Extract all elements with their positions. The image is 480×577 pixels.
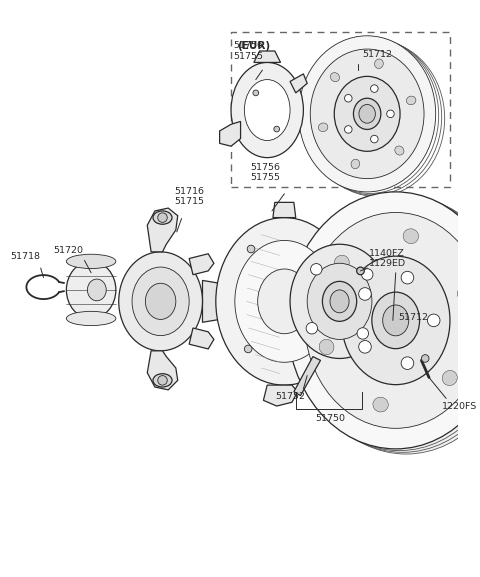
- Bar: [231, 32, 450, 187]
- Ellipse shape: [66, 312, 116, 325]
- Text: 51716
51715: 51716 51715: [174, 187, 204, 206]
- Polygon shape: [220, 121, 240, 146]
- Ellipse shape: [323, 282, 357, 321]
- Circle shape: [311, 264, 322, 275]
- Ellipse shape: [87, 279, 106, 301]
- Circle shape: [401, 271, 414, 284]
- Ellipse shape: [153, 374, 172, 387]
- Ellipse shape: [407, 96, 416, 105]
- Text: 51756
51755: 51756 51755: [250, 163, 280, 182]
- Ellipse shape: [258, 269, 311, 334]
- Ellipse shape: [310, 49, 424, 179]
- Text: 1140FZ
1129ED: 1140FZ 1129ED: [369, 249, 406, 268]
- Ellipse shape: [145, 283, 176, 320]
- Text: 1220FS: 1220FS: [443, 402, 478, 411]
- Text: 51756
51755: 51756 51755: [233, 41, 263, 61]
- Polygon shape: [189, 328, 214, 349]
- Ellipse shape: [294, 196, 480, 452]
- Circle shape: [253, 90, 259, 96]
- Polygon shape: [294, 357, 321, 396]
- Ellipse shape: [373, 397, 388, 412]
- Circle shape: [244, 345, 252, 353]
- Ellipse shape: [216, 218, 353, 385]
- Circle shape: [345, 126, 352, 133]
- Ellipse shape: [304, 212, 480, 428]
- Polygon shape: [290, 74, 307, 93]
- Text: 51718: 51718: [10, 252, 40, 261]
- Ellipse shape: [66, 261, 116, 319]
- Circle shape: [357, 267, 364, 275]
- Ellipse shape: [66, 254, 116, 268]
- Ellipse shape: [341, 256, 450, 385]
- Ellipse shape: [119, 252, 203, 351]
- Ellipse shape: [330, 290, 349, 313]
- Text: 51752: 51752: [275, 392, 305, 401]
- Ellipse shape: [442, 370, 457, 385]
- Circle shape: [371, 136, 378, 143]
- Circle shape: [371, 85, 378, 92]
- Circle shape: [359, 288, 371, 300]
- Ellipse shape: [330, 73, 339, 82]
- Text: 51712: 51712: [398, 313, 429, 322]
- Ellipse shape: [153, 211, 172, 224]
- Ellipse shape: [457, 286, 472, 301]
- Ellipse shape: [383, 305, 409, 336]
- Circle shape: [361, 269, 373, 280]
- Ellipse shape: [235, 241, 334, 362]
- Ellipse shape: [290, 194, 480, 451]
- Ellipse shape: [319, 339, 334, 355]
- Polygon shape: [273, 203, 296, 218]
- Circle shape: [345, 95, 352, 102]
- Circle shape: [427, 314, 440, 327]
- Ellipse shape: [244, 80, 290, 140]
- Circle shape: [357, 328, 369, 339]
- Circle shape: [274, 126, 279, 132]
- Text: 51712: 51712: [362, 50, 392, 59]
- Ellipse shape: [132, 267, 189, 336]
- Text: (EUR): (EUR): [237, 42, 270, 51]
- Circle shape: [359, 340, 371, 353]
- Circle shape: [158, 213, 167, 222]
- Ellipse shape: [334, 76, 400, 151]
- Polygon shape: [189, 254, 214, 275]
- Polygon shape: [147, 208, 178, 252]
- Ellipse shape: [318, 123, 328, 132]
- Ellipse shape: [395, 146, 404, 155]
- Circle shape: [387, 110, 394, 118]
- Ellipse shape: [374, 59, 383, 69]
- Polygon shape: [254, 51, 280, 62]
- Polygon shape: [203, 280, 246, 323]
- Ellipse shape: [351, 159, 360, 168]
- Circle shape: [247, 245, 255, 253]
- Text: 51720: 51720: [53, 246, 83, 256]
- Polygon shape: [264, 385, 298, 406]
- Circle shape: [421, 355, 429, 362]
- Ellipse shape: [231, 62, 303, 158]
- Ellipse shape: [298, 197, 480, 454]
- Text: 51750: 51750: [316, 414, 346, 423]
- Circle shape: [306, 323, 318, 334]
- Circle shape: [158, 376, 167, 385]
- Polygon shape: [147, 351, 178, 390]
- Circle shape: [401, 357, 414, 369]
- Ellipse shape: [287, 192, 480, 449]
- Ellipse shape: [307, 263, 372, 339]
- Ellipse shape: [353, 98, 381, 129]
- Ellipse shape: [334, 255, 349, 271]
- Ellipse shape: [299, 36, 436, 192]
- Ellipse shape: [372, 292, 420, 349]
- Ellipse shape: [403, 229, 419, 243]
- Ellipse shape: [290, 244, 389, 358]
- Ellipse shape: [359, 104, 375, 123]
